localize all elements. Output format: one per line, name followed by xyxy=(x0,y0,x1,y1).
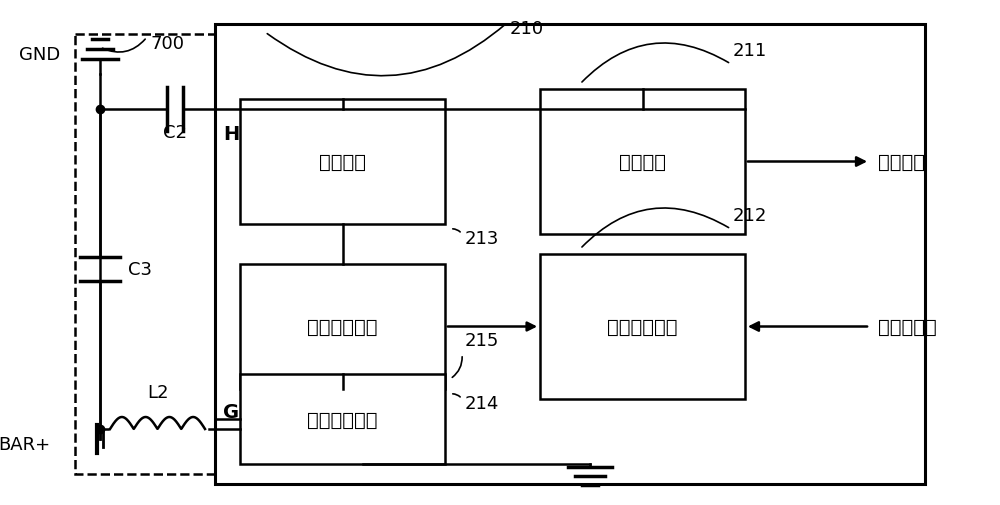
Bar xyxy=(240,265,445,389)
Text: 210: 210 xyxy=(510,20,544,38)
Text: C2: C2 xyxy=(163,124,187,142)
Bar xyxy=(215,25,925,484)
Text: 驱动控制单元: 驱动控制单元 xyxy=(307,410,378,429)
Text: 供电单元: 供电单元 xyxy=(619,153,666,172)
Text: 驱动逻辑单元: 驱动逻辑单元 xyxy=(307,317,378,336)
Text: C3: C3 xyxy=(128,261,152,278)
Text: 反馈单元: 反馈单元 xyxy=(319,153,366,172)
Text: 使能控制单元: 使能控制单元 xyxy=(607,317,678,336)
Text: 控制器模块: 控制器模块 xyxy=(878,317,937,336)
Text: 215: 215 xyxy=(465,331,499,349)
Text: GND: GND xyxy=(19,46,60,64)
Text: H: H xyxy=(223,125,239,144)
Text: G: G xyxy=(223,402,239,421)
Text: 700: 700 xyxy=(150,35,184,53)
Text: 212: 212 xyxy=(733,207,767,225)
Bar xyxy=(240,374,445,464)
Text: 211: 211 xyxy=(733,42,767,60)
Bar xyxy=(240,100,445,225)
Bar xyxy=(540,90,745,234)
Text: 213: 213 xyxy=(465,230,499,247)
Text: 驱动模块: 驱动模块 xyxy=(878,152,925,171)
Bar xyxy=(540,255,745,399)
Bar xyxy=(75,35,230,474)
Text: BAR+: BAR+ xyxy=(0,435,50,453)
Text: 214: 214 xyxy=(465,394,499,412)
Text: L2: L2 xyxy=(147,383,168,401)
